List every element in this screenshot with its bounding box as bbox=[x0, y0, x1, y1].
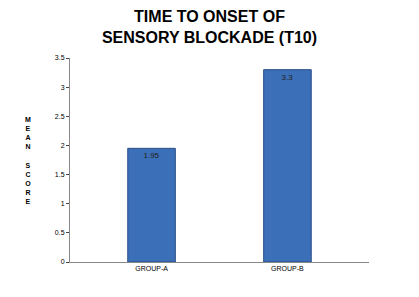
svg-text:1: 1 bbox=[61, 200, 65, 207]
svg-text:GROUP-B: GROUP-B bbox=[271, 265, 304, 272]
svg-text:MEANSCORE: MEANSCORE bbox=[25, 116, 31, 205]
svg-text:1.95: 1.95 bbox=[143, 151, 159, 160]
svg-text:0: 0 bbox=[61, 258, 65, 265]
svg-text:2: 2 bbox=[61, 142, 65, 149]
svg-text:GROUP-A: GROUP-A bbox=[135, 265, 168, 272]
svg-text:TIME TO ONSET OFSENSORY BLOCKA: TIME TO ONSET OFSENSORY BLOCKADE (T10) bbox=[102, 8, 317, 46]
svg-text:3.5: 3.5 bbox=[55, 54, 65, 61]
svg-text:3: 3 bbox=[61, 84, 65, 91]
svg-text:2.5: 2.5 bbox=[55, 113, 65, 120]
svg-text:3.3: 3.3 bbox=[282, 73, 294, 82]
svg-text:0.5: 0.5 bbox=[55, 229, 65, 236]
svg-text:1.5: 1.5 bbox=[55, 171, 65, 178]
